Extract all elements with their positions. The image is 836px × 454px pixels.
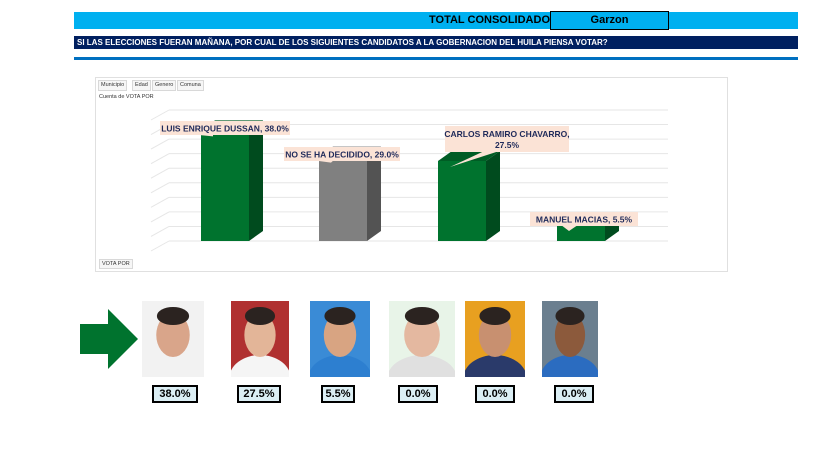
data-label: NO SE HA DECIDIDO, 29.0%	[285, 150, 399, 160]
gridline-side	[150, 153, 170, 165]
person-icon	[231, 307, 289, 377]
candidate-photo-5	[465, 301, 525, 377]
candidate-photo-2	[231, 301, 289, 377]
bar	[557, 224, 605, 241]
gridline-side	[150, 196, 170, 208]
candidate-photo-1	[142, 301, 204, 377]
candidate-percentage: 27.5%	[237, 385, 281, 403]
bar-side	[249, 120, 263, 241]
data-label: MANUEL MACIAS, 5.5%	[536, 215, 633, 225]
gridline-side	[150, 226, 170, 237]
arrow-right-icon	[80, 309, 138, 369]
divider	[74, 57, 798, 60]
data-label: LUIS ENRIQUE DUSSAN, 38.0%	[161, 124, 289, 134]
candidate-photo-4	[389, 301, 455, 377]
bar	[438, 160, 486, 241]
callout-pointer	[318, 161, 333, 163]
callout-box	[445, 126, 569, 152]
filter-genero[interactable]: Genero	[152, 80, 177, 91]
data-label: 27.5%	[495, 140, 520, 150]
candidate-percentage: 5.5%	[321, 385, 355, 403]
candidate-percentage: 0.0%	[554, 385, 594, 403]
callout-box	[284, 147, 400, 161]
gridline-side	[150, 167, 170, 179]
title-bar: TOTAL CONSOLIDADO Garzon	[74, 11, 798, 30]
callout-box	[530, 212, 638, 226]
callout-pointer	[562, 226, 577, 231]
gridline-side	[150, 182, 170, 194]
gridline-side	[150, 109, 170, 121]
person-icon	[142, 307, 204, 377]
page-title: TOTAL CONSOLIDADO	[429, 14, 550, 26]
filter-edad[interactable]: Edad	[132, 80, 151, 91]
candidate-percentage: 38.0%	[152, 385, 198, 403]
gridline-side	[150, 211, 170, 223]
gridline-side	[150, 240, 170, 252]
filter-comuna[interactable]: Comuna	[177, 80, 204, 91]
gridline-side	[150, 138, 170, 150]
municipality-box[interactable]: Garzon	[550, 11, 669, 30]
axis-field-button[interactable]: VOTA POR	[99, 259, 133, 269]
filter-municipio[interactable]: Municipio	[98, 80, 128, 91]
person-icon	[310, 307, 370, 377]
bar-chart: LUIS ENRIQUE DUSSAN, 38.0% NO SE HA DECID…	[150, 109, 668, 252]
bar-side	[367, 146, 381, 241]
candidate-percentage: 0.0%	[475, 385, 515, 403]
person-icon	[465, 307, 525, 377]
candidate-photo-6	[542, 301, 598, 377]
callout-box	[160, 121, 290, 135]
data-label: CARLOS RAMIRO CHAVARRO,	[444, 129, 569, 139]
survey-question: SI LAS ELECCIONES FUERAN MAÑANA, POR CUA…	[74, 36, 798, 49]
candidate-photo-3	[310, 301, 370, 377]
person-icon	[542, 307, 598, 377]
chart-panel: Municipio Edad Genero Comuna Cuenta de V…	[95, 77, 728, 272]
person-icon	[389, 307, 455, 377]
bar	[201, 130, 249, 241]
candidate-percentage: 0.0%	[398, 385, 438, 403]
bar	[319, 156, 367, 241]
bar-side	[486, 150, 500, 241]
measure-label: Cuenta de VOTA POR	[99, 94, 154, 100]
